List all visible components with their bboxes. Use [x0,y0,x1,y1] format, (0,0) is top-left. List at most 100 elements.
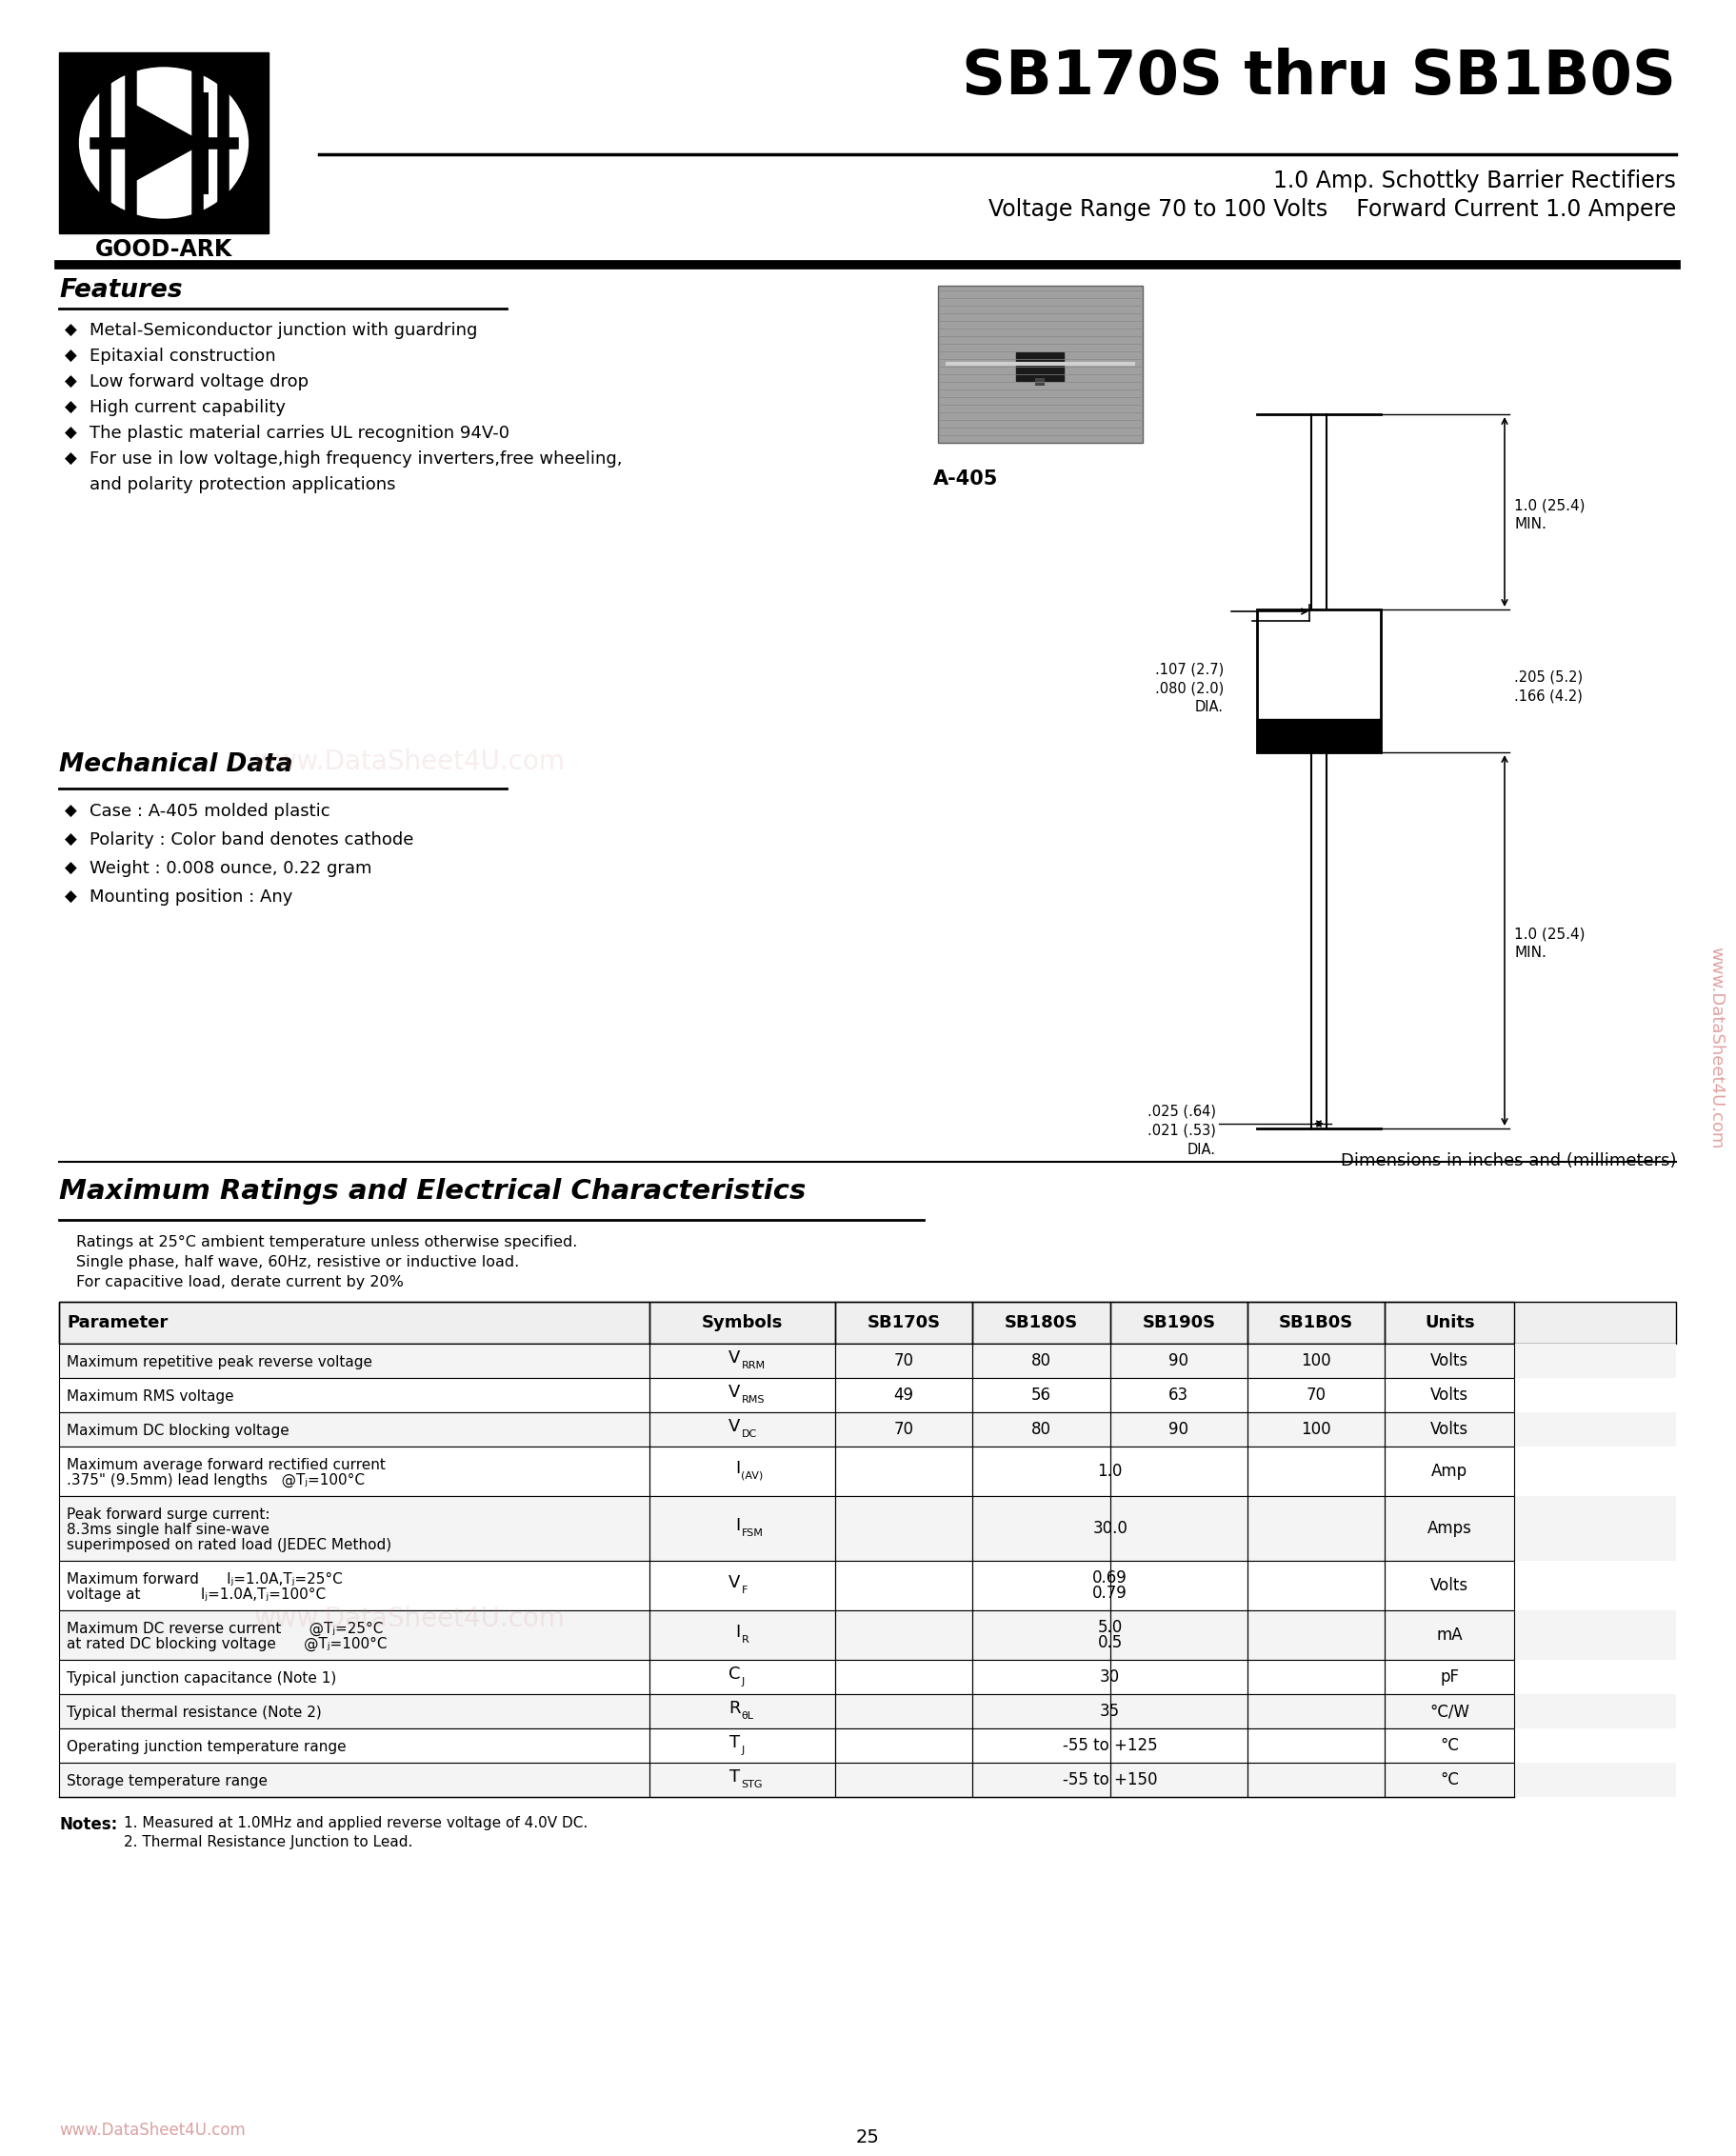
Text: 5.0: 5.0 [1097,1619,1123,1636]
Text: Volts: Volts [1430,1386,1469,1404]
Text: .375" (9.5mm) lead lengths   @Tⱼ=100°C: .375" (9.5mm) lead lengths @Tⱼ=100°C [66,1473,365,1488]
Text: ◆: ◆ [64,888,76,906]
Text: 80: 80 [1031,1421,1052,1438]
Text: Storage temperature range: Storage temperature range [66,1774,267,1789]
Text: Notes:: Notes: [59,1815,118,1833]
Bar [1109,1447,1248,1496]
Bar [1385,1660,1514,1695]
Text: (AV): (AV) [741,1470,764,1481]
Text: 30: 30 [1101,1669,1120,1686]
Text: 1. Measured at 1.0MHz and applied reverse voltage of 4.0V DC.: 1. Measured at 1.0MHz and applied revers… [123,1815,589,1830]
Text: ◆: ◆ [64,832,76,849]
Text: Features: Features [59,278,182,302]
Bar [972,1343,1109,1378]
Bar [835,1611,972,1660]
Text: 1.0: 1.0 [1097,1462,1123,1479]
Text: 100: 100 [1302,1352,1332,1369]
Polygon shape [132,103,205,183]
Text: SB1B0S: SB1B0S [1279,1315,1354,1330]
Text: DIA.: DIA. [1194,701,1224,714]
Text: Typical junction capacitance (Note 1): Typical junction capacitance (Note 1) [66,1671,337,1686]
Text: Amps: Amps [1427,1520,1472,1537]
Text: -55 to +125: -55 to +125 [1062,1738,1158,1755]
Text: I: I [736,1518,740,1535]
Text: Mounting position : Any: Mounting position : Any [90,888,293,906]
Bar [649,1660,835,1695]
Bar [1109,1611,1248,1660]
Text: Voltage Range 70 to 100 Volts    Forward Current 1.0 Ampere: Voltage Range 70 to 100 Volts Forward Cu… [988,198,1675,220]
Text: J: J [741,1677,745,1686]
Text: 0.79: 0.79 [1092,1585,1128,1602]
Text: SB180S: SB180S [1005,1315,1078,1330]
Text: V: V [729,1384,740,1401]
Text: -55 to +150: -55 to +150 [1062,1772,1158,1789]
Text: R: R [741,1634,748,1645]
Text: V: V [729,1574,740,1591]
Bar [649,1729,835,1764]
Text: Parameter: Parameter [66,1315,168,1330]
Bar [59,1447,1675,1496]
Bar [972,1447,1109,1496]
Text: °C/W: °C/W [1430,1703,1470,1720]
Bar [649,1496,835,1561]
Bar [1385,1496,1514,1561]
Bar [1248,1343,1385,1378]
Text: Dimensions in inches and (millimeters): Dimensions in inches and (millimeters) [1340,1151,1675,1169]
Text: Epitaxial construction: Epitaxial construction [90,347,276,364]
Bar [59,1343,1675,1378]
Bar [1016,351,1064,382]
Text: The plastic material carries UL recognition 94V-0: The plastic material carries UL recognit… [90,425,509,442]
Bar [972,1660,1109,1695]
Text: 80: 80 [1031,1352,1052,1369]
Bar [1248,1378,1385,1412]
Text: 1.0 (25.4): 1.0 (25.4) [1514,927,1585,940]
Text: 70: 70 [894,1352,913,1369]
Text: Symbols: Symbols [701,1315,783,1330]
Text: T: T [729,1768,740,1785]
Bar [59,1496,1675,1561]
Bar [972,1695,1109,1729]
Bar [1248,1660,1385,1695]
Text: I: I [736,1623,740,1641]
Text: 56: 56 [1031,1386,1052,1404]
Bar [59,1695,1675,1729]
Bar [1248,1447,1385,1496]
Text: GOOD-ARK: GOOD-ARK [95,237,233,261]
Text: 90: 90 [1168,1421,1189,1438]
Text: F: F [741,1585,746,1595]
Bar [1248,1695,1385,1729]
Text: www.DataSheet4U.com: www.DataSheet4U.com [1708,946,1724,1149]
Text: 70: 70 [1305,1386,1326,1404]
Text: ◆: ◆ [64,425,76,442]
Text: Units: Units [1425,1315,1474,1330]
Text: Mechanical Data: Mechanical Data [59,752,293,776]
Text: 35: 35 [1101,1703,1120,1720]
Bar [1109,1729,1248,1764]
Text: I: I [736,1460,740,1477]
Text: Operating junction temperature range: Operating junction temperature range [66,1740,345,1755]
Text: .025 (.64): .025 (.64) [1147,1104,1215,1119]
Bar [59,1447,649,1496]
Text: Maximum forward      Iⱼ=1.0A,Tⱼ=25°C: Maximum forward Iⱼ=1.0A,Tⱼ=25°C [66,1572,342,1587]
Bar [835,1302,972,1343]
Text: SB170S thru SB1B0S: SB170S thru SB1B0S [962,47,1675,106]
Text: Maximum average forward rectified current: Maximum average forward rectified curren… [66,1457,385,1473]
Bar [972,1729,1109,1764]
Bar [59,1561,1675,1611]
Bar [59,1378,1675,1412]
Bar [972,1561,1109,1611]
Bar [1257,610,1380,752]
Text: Volts: Volts [1430,1421,1469,1438]
Text: Ratings at 25°C ambient temperature unless otherwise specified.: Ratings at 25°C ambient temperature unle… [76,1235,578,1250]
Bar [649,1412,835,1447]
Text: Maximum DC reverse current      @Tⱼ=25°C: Maximum DC reverse current @Tⱼ=25°C [66,1621,384,1636]
Bar [59,1496,649,1561]
Bar [972,1611,1109,1660]
Text: C: C [729,1667,740,1682]
Text: V: V [729,1419,740,1436]
Bar [972,1496,1109,1561]
Text: FSM: FSM [741,1529,764,1537]
Text: DC: DC [741,1429,757,1438]
Bar [59,1764,649,1796]
Text: 0.5: 0.5 [1097,1634,1123,1651]
